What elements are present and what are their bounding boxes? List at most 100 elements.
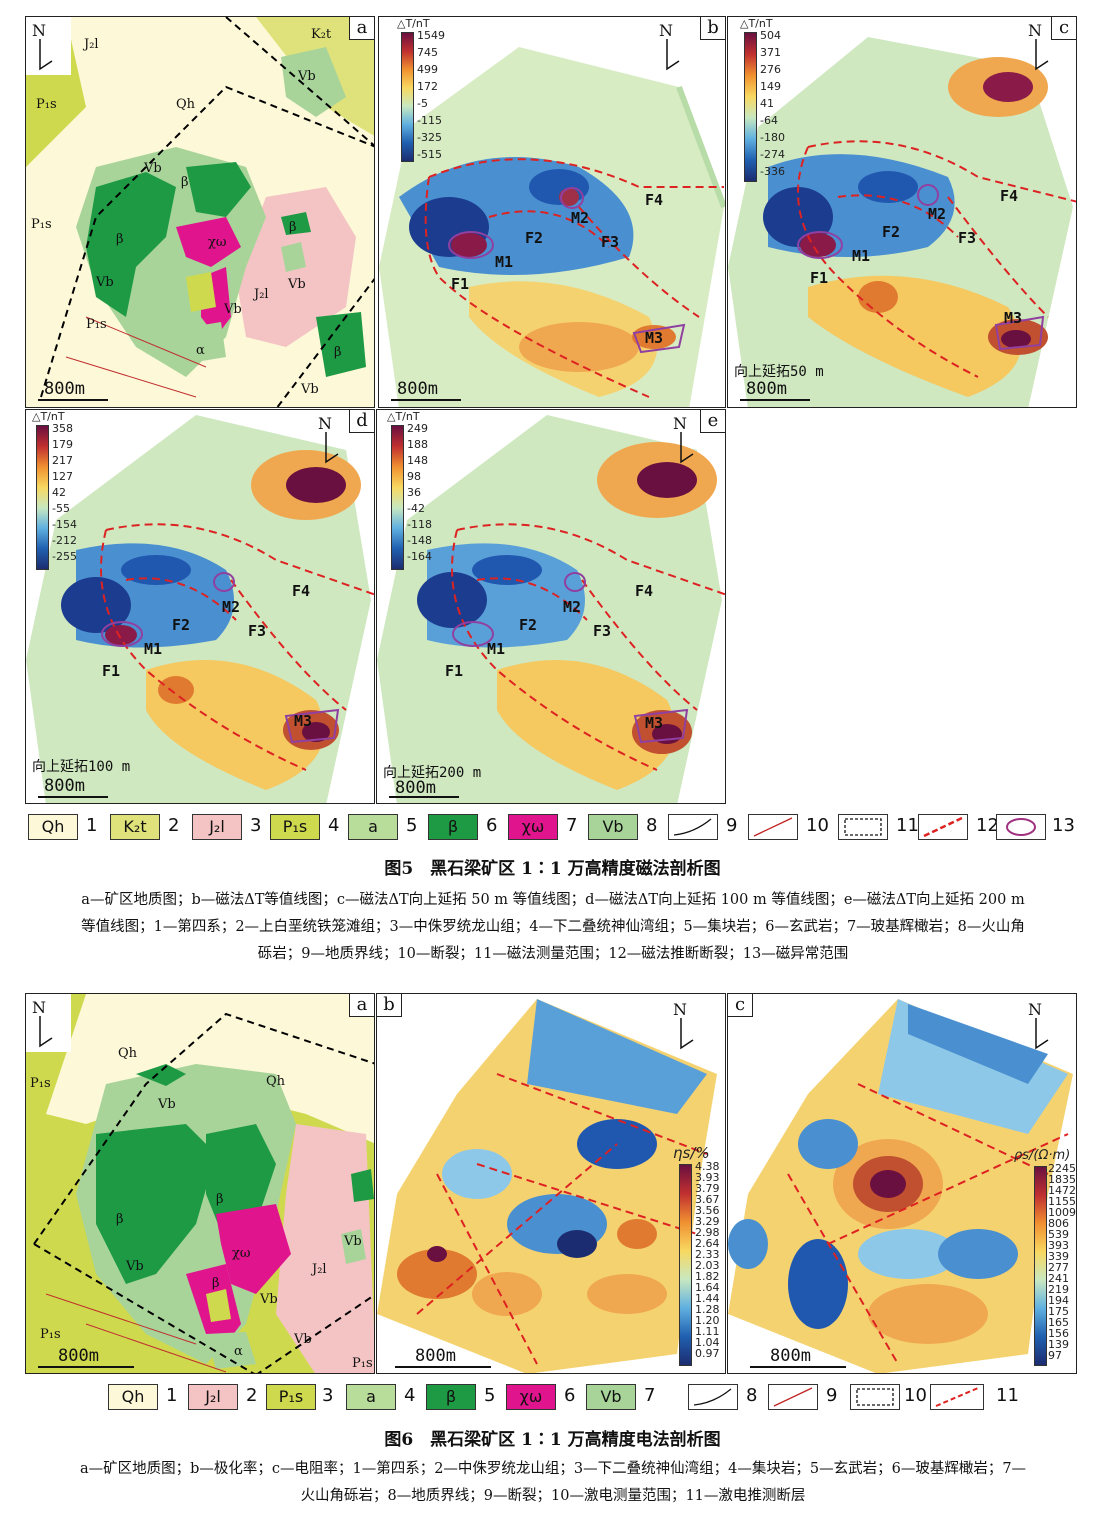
fig5-panel-d-upward-100m: △T/nT 358 179 217 127 42 -55 -154 -212 -… bbox=[25, 409, 375, 804]
colorbar bbox=[744, 32, 757, 182]
upward-continuation-note: 向上延拓50 m bbox=[734, 364, 824, 380]
fault-label: F1 bbox=[810, 269, 829, 287]
colorbar-tick: -180 bbox=[760, 131, 785, 144]
legend-swatch: Qh bbox=[28, 814, 78, 840]
unit-label: Vb bbox=[298, 69, 316, 84]
unit-label: P₁s bbox=[40, 1327, 61, 1342]
legend-number: 13 bbox=[1052, 815, 1075, 836]
upward-continuation-note: 向上延拓200 m bbox=[383, 765, 482, 781]
legend-swatch: a bbox=[346, 1384, 396, 1410]
scale-bar bbox=[38, 796, 108, 798]
colorbar-tick: 1155 bbox=[1048, 1195, 1076, 1208]
unit-label: β bbox=[289, 220, 297, 235]
north-label: N bbox=[32, 21, 46, 40]
colorbar bbox=[36, 425, 49, 570]
colorbar-title: ηs/% bbox=[673, 1144, 710, 1162]
colorbar-tick: 1549 bbox=[417, 29, 445, 42]
fig6-panel-c-resistivity: ρs/(Ω·m) 2245 1835 1472 1155 1009 806 53… bbox=[727, 993, 1077, 1374]
panel-letter: b bbox=[377, 994, 402, 1017]
fault-label: F1 bbox=[445, 662, 464, 680]
legend-swatch bbox=[688, 1384, 738, 1410]
colorbar-tick: -164 bbox=[407, 550, 432, 563]
legend-swatch: β bbox=[426, 1384, 476, 1410]
legend-number: 10 bbox=[904, 1385, 927, 1406]
unit-label: α bbox=[234, 1344, 243, 1359]
unit-label: Vb bbox=[144, 161, 162, 176]
legend-number: 5 bbox=[484, 1385, 496, 1406]
north-label: N bbox=[1028, 21, 1042, 40]
legend-swatch bbox=[930, 1384, 984, 1410]
colorbar-tick: -325 bbox=[417, 131, 442, 144]
unit-label: J₂l bbox=[312, 1262, 327, 1277]
colorbar-tick: 139 bbox=[1048, 1338, 1069, 1351]
fig6-panel-a-geology-map: N Qh Qh P₁s P₁s P₁s Vb Vb Vb Vb Vb β β β… bbox=[25, 993, 375, 1374]
colorbar-tick: 194 bbox=[1048, 1294, 1069, 1307]
colorbar-tick: 277 bbox=[1048, 1261, 1069, 1274]
fault-label: F4 bbox=[1000, 187, 1019, 205]
fault-label: F2 bbox=[172, 616, 191, 634]
colorbar-title: △T/nT bbox=[32, 410, 65, 423]
fig5-panel-b-magnetic-map: △T/nT 1549 745 499 172 -5 -115 -325 -515… bbox=[378, 16, 726, 408]
colorbar-tick: 127 bbox=[52, 470, 73, 483]
colorbar-tick: 165 bbox=[1048, 1316, 1069, 1329]
panel-letter: c bbox=[1051, 17, 1076, 40]
unit-label: P₁s bbox=[36, 97, 57, 112]
unit-label: β bbox=[212, 1276, 220, 1291]
north-arrow-icon: N bbox=[32, 21, 72, 81]
legend-number: 6 bbox=[486, 815, 498, 836]
colorbar-tick: -5 bbox=[417, 97, 428, 110]
unit-label: Vb bbox=[288, 277, 306, 292]
colorbar-tick: 339 bbox=[1048, 1250, 1069, 1263]
unit-label: P₁s bbox=[86, 317, 107, 332]
figure-5-caption: a—矿区地质图；b—磁法ΔT等值线图；c—磁法ΔT向上延拓 50 m 等值线图；… bbox=[6, 887, 1100, 968]
colorbar-tick: -154 bbox=[52, 518, 77, 531]
scale-bar bbox=[391, 399, 461, 401]
legend-swatch: χω bbox=[506, 1384, 556, 1410]
anomaly-label: M1 bbox=[487, 640, 506, 658]
anomaly-label: M1 bbox=[144, 640, 163, 658]
colorbar-tick: 179 bbox=[52, 438, 73, 451]
legend-number: 5 bbox=[406, 815, 418, 836]
north-arrow-icon: N bbox=[32, 998, 72, 1058]
unit-label: Vb bbox=[301, 382, 319, 397]
colorbar-tick: 175 bbox=[1048, 1305, 1069, 1318]
fault-label: F4 bbox=[292, 582, 311, 600]
fault-label: F2 bbox=[525, 229, 544, 247]
colorbar-tick: 1.82 bbox=[695, 1270, 720, 1283]
legend-number: 4 bbox=[404, 1385, 416, 1406]
caption-line: 等值线图；1—第四系；2—上白垩统铁笼滩组；3—中侏罗统龙山组；4—下二叠统神仙… bbox=[81, 919, 1025, 935]
legend-number: 7 bbox=[644, 1385, 656, 1406]
unit-label: β bbox=[116, 232, 124, 247]
fig5-legend: Qh 1 K₂t 2 J₂l 3 P₁s 4 a 5 β 6 χω 7 Vb 8… bbox=[28, 812, 1075, 842]
colorbar bbox=[1034, 1166, 1047, 1366]
legend-number: 7 bbox=[566, 815, 578, 836]
north-label: N bbox=[659, 21, 673, 40]
unit-label: Qh bbox=[176, 97, 196, 112]
colorbar-tick: 3.67 bbox=[695, 1193, 720, 1206]
colorbar-tick: 42 bbox=[52, 486, 66, 499]
unit-label: J₂l bbox=[254, 287, 269, 302]
colorbar-tick: 172 bbox=[417, 80, 438, 93]
colorbar-tick: -255 bbox=[52, 550, 77, 563]
legend-swatch bbox=[996, 814, 1046, 840]
anomaly-label: M2 bbox=[222, 598, 241, 616]
legend-number: 10 bbox=[806, 815, 829, 836]
fault-label: F3 bbox=[593, 622, 612, 640]
colorbar-tick: 358 bbox=[52, 422, 73, 435]
colorbar-title: △T/nT bbox=[397, 17, 430, 30]
colorbar-tick: 241 bbox=[1048, 1272, 1069, 1285]
colorbar-tick: 1.11 bbox=[695, 1325, 720, 1338]
colorbar-tick: 188 bbox=[407, 438, 428, 451]
anomaly-label: M3 bbox=[1004, 309, 1023, 327]
legend-number: 6 bbox=[564, 1385, 576, 1406]
colorbar-tick: 3.93 bbox=[695, 1171, 720, 1184]
fig5-panel-e-upward-200m: △T/nT 249 188 148 98 36 -42 -118 -148 -1… bbox=[376, 409, 726, 804]
anomaly-label: M3 bbox=[645, 714, 664, 732]
legend-number: 1 bbox=[166, 1385, 178, 1406]
colorbar-tick: 3.29 bbox=[695, 1215, 720, 1228]
colorbar-tick: 3.79 bbox=[695, 1182, 720, 1195]
legend-swatch: β bbox=[428, 814, 478, 840]
legend-swatch bbox=[768, 1384, 818, 1410]
legend-swatch: P₁s bbox=[266, 1384, 316, 1410]
unit-label: χω bbox=[232, 1246, 251, 1261]
